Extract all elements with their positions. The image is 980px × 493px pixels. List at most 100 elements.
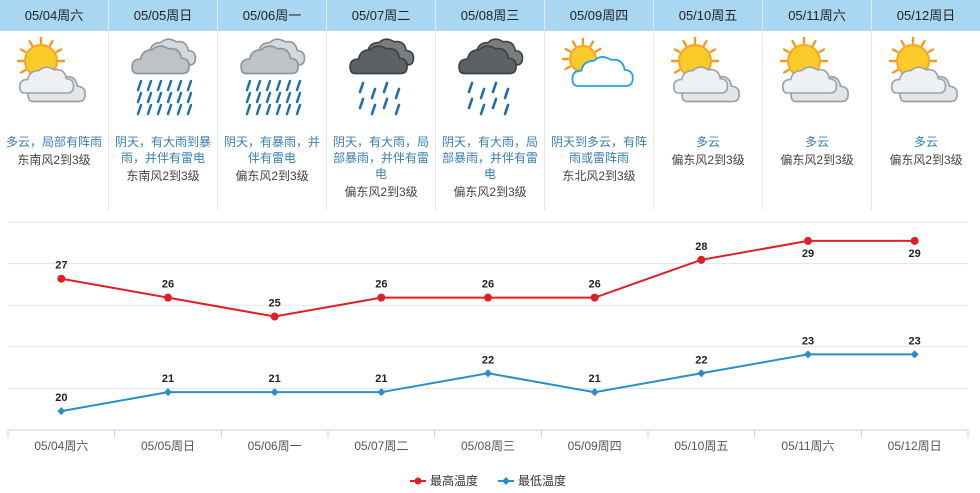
data-label: 26 xyxy=(162,279,174,291)
day-description: 多云 偏东风2到3级 xyxy=(658,134,758,168)
data-point xyxy=(697,255,706,264)
x-tick-label: 05/05周日 xyxy=(141,439,195,453)
data-point xyxy=(164,293,172,302)
data-point xyxy=(804,350,812,359)
day-description: 阴天，有大雨，局部暴雨，并伴有雷电偏东风2到3级 xyxy=(440,134,540,200)
data-label: 22 xyxy=(482,354,494,366)
data-point xyxy=(57,407,66,416)
x-tick-label: 05/09周四 xyxy=(568,439,622,453)
legend-marker xyxy=(502,477,510,485)
data-label: 20 xyxy=(55,392,67,404)
data-point xyxy=(57,274,66,283)
weather-text: 阴天，有大雨，局部暴雨，并伴有雷电 xyxy=(332,135,429,181)
weather-text: 阴天，有大雨，局部暴雨，并伴有雷电 xyxy=(441,135,538,181)
data-point xyxy=(377,293,386,302)
day-description: 多云，局部有阵雨 东南风2到3级 xyxy=(4,134,104,168)
day-description: 多云偏东风2到3级 xyxy=(876,134,976,168)
legend-label[interactable]: 最低温度 xyxy=(518,473,566,488)
weather-text: 多云 xyxy=(913,135,938,149)
forecast-day: 05/11周六 多云 偏东风2到3级 xyxy=(763,0,872,210)
temperature-chart: 05/04周六 05/05周日 05/06周一 05/07周二 05/08周三 05/09… xyxy=(7,221,969,488)
data-label: 21 xyxy=(589,373,601,385)
wind-text: 东北风2到3级 xyxy=(562,169,636,183)
data-label: 29 xyxy=(802,248,814,260)
day-date: 05/07周二 xyxy=(327,0,435,31)
sun-light-cloud-icon xyxy=(561,37,634,87)
forecast-day: 05/05周日 阴天，有大雨到暴雨，并伴有雷电东南风2到3级 xyxy=(109,0,218,210)
wind-text: 偏东风2到3级 xyxy=(453,185,527,199)
day-date: 05/12周日 xyxy=(872,0,980,31)
x-tick-label: 05/11周六 xyxy=(781,439,834,453)
data-label: 21 xyxy=(162,373,174,385)
data-label: 26 xyxy=(589,279,601,291)
day-date: 05/08周三 xyxy=(436,0,544,31)
data-point xyxy=(697,369,706,378)
day-date: 05/09周四 xyxy=(545,0,653,31)
dark-rain-cloud-icon xyxy=(458,38,524,116)
forecast-day: 05/04周六 多云，局部有阵雨 东南风2到3级 xyxy=(0,0,109,210)
wind-text: 偏东风2到3级 xyxy=(235,169,309,183)
weather-text: 阴天，有暴雨，并伴有雷电 xyxy=(223,135,320,165)
x-tick-label: 05/12周日 xyxy=(888,439,942,453)
weather-text: 多云 xyxy=(804,135,829,149)
data-point xyxy=(910,350,919,359)
data-point xyxy=(484,369,492,378)
x-tick-label: 05/08周三 xyxy=(461,439,515,453)
data-label: 21 xyxy=(375,373,387,385)
day-date: 05/05周日 xyxy=(109,0,217,31)
day-date: 05/06周一 xyxy=(218,0,326,31)
sun-cloud-icon xyxy=(779,36,849,103)
forecast-day: 05/10周五 多云 偏东风2到3级 xyxy=(654,0,763,210)
wind-text: 东南风2到3级 xyxy=(126,169,200,183)
dark-rain-cloud-icon xyxy=(349,38,415,116)
data-point xyxy=(590,293,599,302)
day-date: 05/10周五 xyxy=(654,0,762,31)
series-high: 27 26 25 26 26 26 28 29 29 xyxy=(55,236,921,321)
data-label: 29 xyxy=(909,248,921,260)
sun-cloud-icon xyxy=(670,36,740,103)
wind-text: 东南风2到3级 xyxy=(17,153,91,167)
day-description: 阴天，有大雨到暴雨，并伴有雷电东南风2到3级 xyxy=(113,134,213,184)
day-date: 05/04周六 xyxy=(0,0,108,31)
rain-cloud-icon xyxy=(131,38,197,116)
forecast-day: 05/08周三阴天，有大雨，局部暴雨，并伴有雷电偏东风2到3级 xyxy=(436,0,545,210)
grid xyxy=(8,221,968,431)
x-tick-label: 05/10周五 xyxy=(674,439,728,453)
data-point xyxy=(377,388,386,397)
forecast-day: 05/12周日多云偏东风2到3级 xyxy=(872,0,980,210)
weather-text: 多云，局部有阵雨 xyxy=(5,135,102,149)
sun-cloud-icon xyxy=(888,36,958,103)
data-point xyxy=(164,388,172,397)
forecast-strip: 05/04周六 多云，局部有阵雨 东南风2到3级 05/05周日 阴天，有大雨到暴雨，并… xyxy=(0,0,980,210)
data-label: 25 xyxy=(269,298,281,310)
day-description: 阴天，有暴雨，并伴有雷电偏东风2到3级 xyxy=(222,134,322,184)
forecast-day: 05/07周二阴天，有大雨，局部暴雨，并伴有雷电 偏东风2到3级 xyxy=(327,0,436,210)
legend-label[interactable]: 最高温度 xyxy=(430,473,478,488)
x-tick-label: 05/06周一 xyxy=(248,439,302,453)
data-point xyxy=(484,293,492,302)
x-tick-label: 05/07周二 xyxy=(354,439,408,453)
data-label: 22 xyxy=(695,354,707,366)
wind-text: 偏东风2到3级 xyxy=(889,153,963,167)
x-tick-label: 05/04周六 xyxy=(34,439,88,453)
data-label: 21 xyxy=(269,373,281,385)
data-label: 23 xyxy=(909,335,921,347)
weather-text: 多云 xyxy=(695,135,720,149)
series-low: 20 21 21 21 22 21 22 23 23 xyxy=(55,335,921,416)
data-label: 23 xyxy=(802,335,814,347)
data-point xyxy=(270,388,279,397)
data-point xyxy=(910,236,919,245)
data-label: 28 xyxy=(695,241,707,253)
day-description: 阴天到多云，有阵雨或雷阵雨 东北风2到3级 xyxy=(549,134,649,184)
rain-cloud-icon xyxy=(240,38,306,116)
day-description: 阴天，有大雨，局部暴雨，并伴有雷电 偏东风2到3级 xyxy=(331,134,431,200)
sun-cloud-icon xyxy=(16,36,86,103)
data-label: 26 xyxy=(482,279,494,291)
data-point xyxy=(270,312,279,321)
day-description: 多云 偏东风2到3级 xyxy=(767,134,867,168)
forecast-day: 05/06周一 阴天，有暴雨，并伴有雷电偏东风2到3级 xyxy=(218,0,327,210)
day-date: 05/11周六 xyxy=(763,0,871,31)
weather-text: 阴天，有大雨到暴雨，并伴有雷电 xyxy=(114,135,211,165)
data-point xyxy=(590,388,599,397)
legend-marker xyxy=(414,477,422,485)
